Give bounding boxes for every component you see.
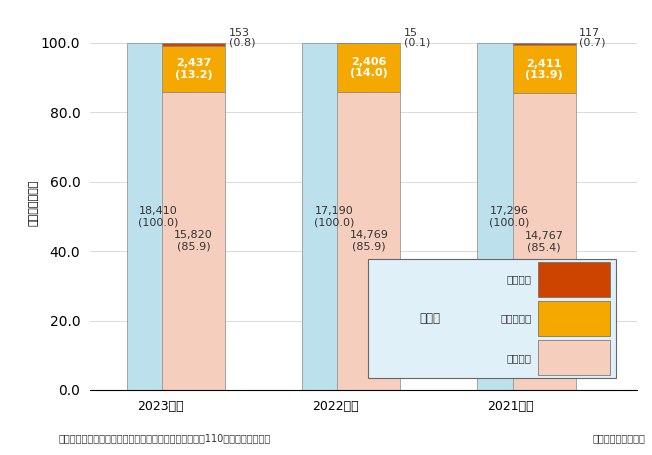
Text: 売上高: 売上高 (420, 312, 441, 325)
Text: 17,296
(100.0): 17,296 (100.0) (489, 206, 529, 227)
Bar (512, 93, 576, 390)
Bar (162, 46, 225, 92)
Text: (0.8): (0.8) (229, 38, 255, 48)
Text: 14,769
(85.9): 14,769 (85.9) (349, 230, 388, 252)
Text: 14,767
(85.4): 14,767 (85.4) (525, 231, 563, 253)
Bar (477, 43, 541, 390)
Text: 117: 117 (579, 28, 600, 38)
Text: 2,437
(13.2): 2,437 (13.2) (175, 58, 213, 80)
Bar (162, 43, 225, 46)
Text: (0.7): (0.7) (579, 38, 606, 48)
Bar (337, 43, 400, 92)
Text: 18,410
(100.0): 18,410 (100.0) (138, 206, 179, 227)
Bar (512, 45, 576, 93)
Text: 2,411
(13.9): 2,411 (13.9) (526, 59, 563, 80)
Text: 153: 153 (229, 28, 250, 38)
Text: 販売管理費: 販売管理費 (500, 313, 531, 324)
Text: 17,190
(100.0): 17,190 (100.0) (314, 206, 354, 227)
Text: 矢野経済研究所調べ: 矢野経済研究所調べ (593, 434, 645, 444)
Text: 2,406
(14.0): 2,406 (14.0) (350, 56, 388, 78)
Text: 15,820
(85.9): 15,820 (85.9) (174, 230, 213, 252)
Text: 注１．当社が任意に抜出した、パチンコホール経営企業110社の各年度平均値: 注１．当社が任意に抜出した、パチンコホール経営企業110社の各年度平均値 (59, 434, 271, 444)
Text: 売上原価: 売上原価 (507, 353, 531, 363)
Bar (512, 43, 576, 45)
Text: (0.1): (0.1) (404, 38, 430, 48)
Bar (127, 43, 190, 390)
Text: 営業利益: 営業利益 (507, 274, 531, 284)
Text: 15: 15 (404, 28, 418, 38)
Bar (302, 43, 365, 390)
Y-axis label: （百万円、％）: （百万円、％） (28, 179, 38, 226)
Bar (337, 92, 400, 390)
Bar (162, 92, 225, 390)
